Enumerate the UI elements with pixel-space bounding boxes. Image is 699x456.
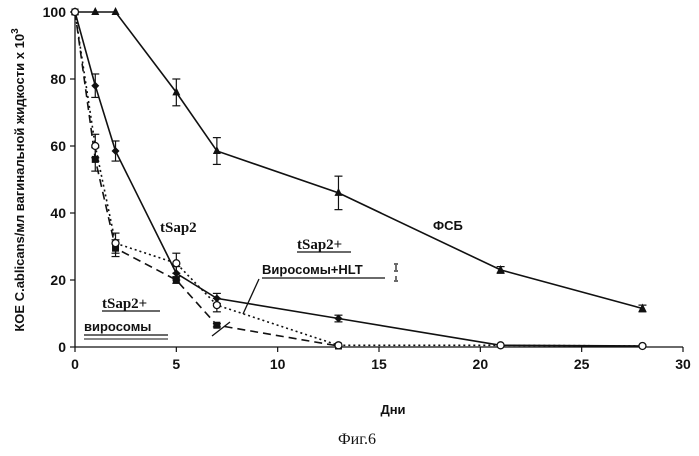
y-tick-label: 0 xyxy=(58,339,66,355)
data-point xyxy=(496,341,505,350)
x-tick-label: 10 xyxy=(270,356,286,372)
data-point xyxy=(111,7,120,15)
series-line xyxy=(74,11,643,347)
annotation-hlt-bracket xyxy=(394,263,398,282)
data-point xyxy=(638,341,647,351)
annotation-virosomes-pointer xyxy=(211,321,231,337)
series-4 xyxy=(70,7,647,351)
annotation-virosomes-line2: виросомы xyxy=(84,319,151,334)
y-tick-label: 60 xyxy=(50,138,66,154)
data-point xyxy=(638,303,647,312)
series-layer xyxy=(70,7,647,351)
x-ticks: 0 5 10 15 20 25 30 xyxy=(71,347,691,372)
series-line xyxy=(75,11,643,310)
y-tick-label: 20 xyxy=(50,272,66,288)
x-axis-title: Дни xyxy=(380,402,405,417)
x-tick-label: 0 xyxy=(71,356,79,372)
data-point xyxy=(334,187,343,196)
annotation-hlt-pointer xyxy=(242,278,260,315)
annotation-fsb: ФСБ xyxy=(433,218,463,233)
data-point xyxy=(212,300,222,310)
data-point xyxy=(91,7,100,15)
data-point xyxy=(334,341,343,350)
series-2 xyxy=(71,8,647,350)
y-axis-title: КОЕ C.ablicans/мл вагинальной жидкости х… xyxy=(10,28,27,332)
annotation-hlt-line1: tSap2+ xyxy=(297,237,342,253)
x-tick-label: 15 xyxy=(371,356,387,372)
annotation-virosomes-line1: tSap2+ xyxy=(102,296,147,312)
y-axis-title-main: КОЕ C.ablicans/мл вагинальной жидкости х… xyxy=(12,34,27,332)
data-point xyxy=(70,7,80,17)
y-ticks: 0 20 40 60 80 100 xyxy=(43,4,75,355)
data-point xyxy=(111,147,120,156)
data-point xyxy=(172,87,181,96)
y-tick-label: 80 xyxy=(50,71,66,87)
data-point xyxy=(172,259,181,268)
data-point xyxy=(91,141,100,151)
data-point xyxy=(111,238,120,248)
data-point xyxy=(91,81,100,90)
x-tick-label: 30 xyxy=(675,356,691,372)
annotation-hlt-line2: Виросомы+HLT xyxy=(262,262,363,277)
series-1 xyxy=(71,7,647,313)
y-tick-label: 40 xyxy=(50,205,66,221)
axes xyxy=(74,12,683,348)
data-point xyxy=(334,314,343,323)
x-tick-label: 5 xyxy=(172,356,180,372)
data-point xyxy=(496,264,505,273)
data-point xyxy=(213,321,221,329)
x-tick-label: 25 xyxy=(574,356,590,372)
y-tick-label: 100 xyxy=(43,4,67,20)
x-tick-label: 20 xyxy=(473,356,489,372)
data-point xyxy=(91,155,99,163)
data-point xyxy=(172,276,180,284)
annotation-tsap2: tSap2 xyxy=(160,220,197,236)
y-axis-title-exponent: 3 xyxy=(10,28,21,34)
data-point xyxy=(212,146,221,155)
figure-caption: Фиг.6 xyxy=(338,431,376,448)
series-line xyxy=(74,11,643,347)
